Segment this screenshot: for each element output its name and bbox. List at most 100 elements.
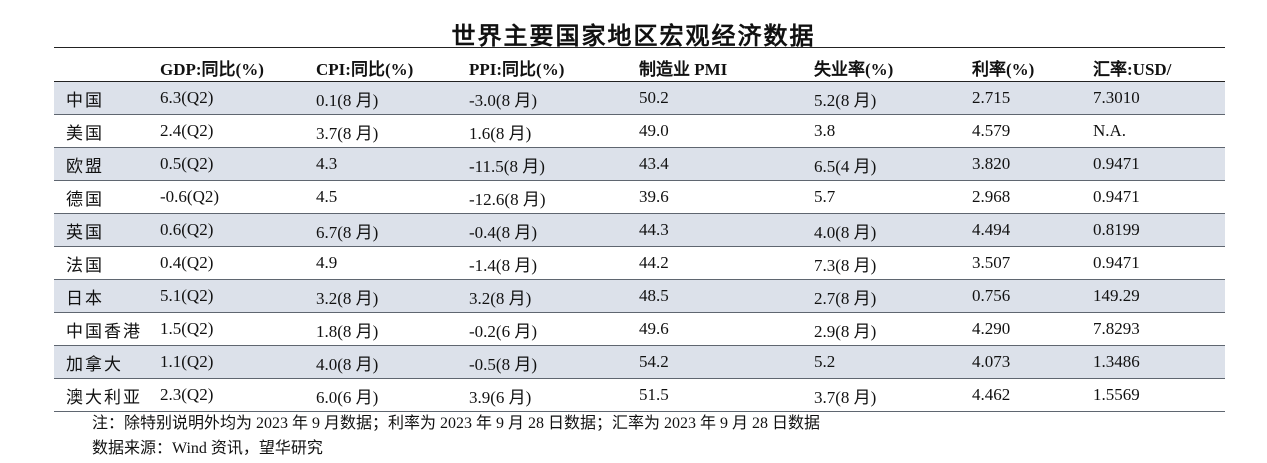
table-row: 欧盟 0.5(Q2) 4.3 -11.5(8 月) 43.4 6.5(4 月) … bbox=[54, 147, 1225, 181]
cell-pmi: 44.3 bbox=[639, 213, 814, 247]
table-row: 中国 6.3(Q2) 0.1(8 月) -3.0(8 月) 50.2 5.2(8… bbox=[54, 81, 1225, 115]
cell-ppi: -0.2(6 月) bbox=[469, 312, 639, 346]
cell-cpi: 0.1(8 月) bbox=[316, 81, 469, 115]
cell-interest-rate: 4.462 bbox=[972, 378, 1093, 412]
cell-pmi: 44.2 bbox=[639, 246, 814, 280]
cell-country: 中国 bbox=[54, 81, 160, 115]
cell-exchange-rate: 7.3010 bbox=[1093, 81, 1225, 115]
cell-pmi: 50.2 bbox=[639, 81, 814, 115]
cell-gdp: 1.5(Q2) bbox=[160, 312, 316, 346]
cell-interest-rate: 4.494 bbox=[972, 213, 1093, 247]
cell-exchange-rate: 1.3486 bbox=[1093, 345, 1225, 379]
cell-cpi: 6.0(6 月) bbox=[316, 378, 469, 412]
header-exchange-rate: 汇率:USD/ bbox=[1093, 47, 1225, 82]
cell-interest-rate: 3.507 bbox=[972, 246, 1093, 280]
table-row: 法国 0.4(Q2) 4.9 -1.4(8 月) 44.2 7.3(8 月) 3… bbox=[54, 246, 1225, 280]
cell-unemployment: 4.0(8 月) bbox=[814, 213, 972, 247]
cell-gdp: 0.6(Q2) bbox=[160, 213, 316, 247]
cell-gdp: 2.3(Q2) bbox=[160, 378, 316, 412]
cell-unemployment: 2.9(8 月) bbox=[814, 312, 972, 346]
cell-gdp: 2.4(Q2) bbox=[160, 114, 316, 148]
cell-country: 日本 bbox=[54, 279, 160, 313]
footnotes: 注：除特别说明外均为 2023 年 9 月数据；利率为 2023 年 9 月 2… bbox=[92, 411, 820, 461]
cell-country: 欧盟 bbox=[54, 147, 160, 181]
cell-ppi: -1.4(8 月) bbox=[469, 246, 639, 280]
cell-pmi: 49.0 bbox=[639, 114, 814, 148]
cell-interest-rate: 4.290 bbox=[972, 312, 1093, 346]
cell-exchange-rate: 0.9471 bbox=[1093, 246, 1225, 280]
note-text: 注：除特别说明外均为 2023 年 9 月数据；利率为 2023 年 9 月 2… bbox=[92, 415, 821, 432]
cell-gdp: -0.6(Q2) bbox=[160, 180, 316, 214]
cell-country: 澳大利亚 bbox=[54, 378, 160, 412]
cell-pmi: 54.2 bbox=[639, 345, 814, 379]
cell-unemployment: 2.7(8 月) bbox=[814, 279, 972, 313]
table-header-row: GDP:同比(%) CPI:同比(%) PPI:同比(%) 制造业 PMI 失业… bbox=[54, 47, 1225, 82]
cell-gdp: 6.3(Q2) bbox=[160, 81, 316, 115]
cell-exchange-rate: 1.5569 bbox=[1093, 378, 1225, 412]
header-interest-rate: 利率(%) bbox=[972, 47, 1093, 82]
header-ppi: PPI:同比(%) bbox=[469, 47, 639, 82]
table-row: 英国 0.6(Q2) 6.7(8 月) -0.4(8 月) 44.3 4.0(8… bbox=[54, 213, 1225, 247]
cell-gdp: 5.1(Q2) bbox=[160, 279, 316, 313]
cell-unemployment: 3.8 bbox=[814, 114, 972, 148]
cell-ppi: -0.5(8 月) bbox=[469, 345, 639, 379]
cell-country: 法国 bbox=[54, 246, 160, 280]
page-title: 世界主要国家地区宏观经济数据 bbox=[451, 24, 816, 50]
cell-unemployment: 5.2 bbox=[814, 345, 972, 379]
cell-country: 美国 bbox=[54, 114, 160, 148]
cell-country: 英国 bbox=[54, 213, 160, 247]
cell-pmi: 43.4 bbox=[639, 147, 814, 181]
cell-ppi: 3.2(8 月) bbox=[469, 279, 639, 313]
cell-unemployment: 3.7(8 月) bbox=[814, 378, 972, 412]
cell-ppi: 3.9(6 月) bbox=[469, 378, 639, 412]
cell-interest-rate: 3.820 bbox=[972, 147, 1093, 181]
cell-exchange-rate: 149.29 bbox=[1093, 279, 1225, 313]
cell-cpi: 3.2(8 月) bbox=[316, 279, 469, 313]
cell-ppi: -12.6(8 月) bbox=[469, 180, 639, 214]
table-row: 澳大利亚 2.3(Q2) 6.0(6 月) 3.9(6 月) 51.5 3.7(… bbox=[54, 378, 1225, 412]
table-row: 中国香港 1.5(Q2) 1.8(8 月) -0.2(6 月) 49.6 2.9… bbox=[54, 312, 1225, 346]
cell-cpi: 4.0(8 月) bbox=[316, 345, 469, 379]
cell-interest-rate: 0.756 bbox=[972, 279, 1093, 313]
cell-ppi: -11.5(8 月) bbox=[469, 147, 639, 181]
cell-cpi: 3.7(8 月) bbox=[316, 114, 469, 148]
source-text: 数据来源：Wind 资讯，望华研究 bbox=[92, 440, 323, 457]
table-row: 德国 -0.6(Q2) 4.5 -12.6(8 月) 39.6 5.7 2.96… bbox=[54, 180, 1225, 214]
cell-gdp: 0.5(Q2) bbox=[160, 147, 316, 181]
cell-country: 德国 bbox=[54, 180, 160, 214]
cell-exchange-rate: N.A. bbox=[1093, 114, 1225, 148]
cell-unemployment: 7.3(8 月) bbox=[814, 246, 972, 280]
cell-country: 加拿大 bbox=[54, 345, 160, 379]
cell-interest-rate: 4.579 bbox=[972, 114, 1093, 148]
table-row: 日本 5.1(Q2) 3.2(8 月) 3.2(8 月) 48.5 2.7(8 … bbox=[54, 279, 1225, 313]
cell-pmi: 39.6 bbox=[639, 180, 814, 214]
cell-cpi: 4.5 bbox=[316, 180, 469, 214]
cell-ppi: 1.6(8 月) bbox=[469, 114, 639, 148]
header-pmi: 制造业 PMI bbox=[639, 47, 814, 82]
cell-interest-rate: 4.073 bbox=[972, 345, 1093, 379]
cell-pmi: 49.6 bbox=[639, 312, 814, 346]
cell-gdp: 0.4(Q2) bbox=[160, 246, 316, 280]
cell-cpi: 4.3 bbox=[316, 147, 469, 181]
macro-data-table: GDP:同比(%) CPI:同比(%) PPI:同比(%) 制造业 PMI 失业… bbox=[54, 47, 1225, 412]
cell-ppi: -0.4(8 月) bbox=[469, 213, 639, 247]
cell-unemployment: 5.7 bbox=[814, 180, 972, 214]
cell-pmi: 51.5 bbox=[639, 378, 814, 412]
cell-exchange-rate: 0.9471 bbox=[1093, 147, 1225, 181]
cell-ppi: -3.0(8 月) bbox=[469, 81, 639, 115]
cell-unemployment: 6.5(4 月) bbox=[814, 147, 972, 181]
cell-cpi: 1.8(8 月) bbox=[316, 312, 469, 346]
cell-interest-rate: 2.968 bbox=[972, 180, 1093, 214]
macro-data-table-container: GDP:同比(%) CPI:同比(%) PPI:同比(%) 制造业 PMI 失业… bbox=[54, 47, 1225, 412]
header-unemployment: 失业率(%) bbox=[814, 47, 972, 82]
table-row: 美国 2.4(Q2) 3.7(8 月) 1.6(8 月) 49.0 3.8 4.… bbox=[54, 114, 1225, 148]
cell-cpi: 6.7(8 月) bbox=[316, 213, 469, 247]
header-gdp: GDP:同比(%) bbox=[160, 47, 316, 82]
cell-pmi: 48.5 bbox=[639, 279, 814, 313]
cell-gdp: 1.1(Q2) bbox=[160, 345, 316, 379]
cell-country: 中国香港 bbox=[54, 312, 160, 346]
cell-interest-rate: 2.715 bbox=[972, 81, 1093, 115]
cell-exchange-rate: 7.8293 bbox=[1093, 312, 1225, 346]
cell-cpi: 4.9 bbox=[316, 246, 469, 280]
cell-exchange-rate: 0.8199 bbox=[1093, 213, 1225, 247]
